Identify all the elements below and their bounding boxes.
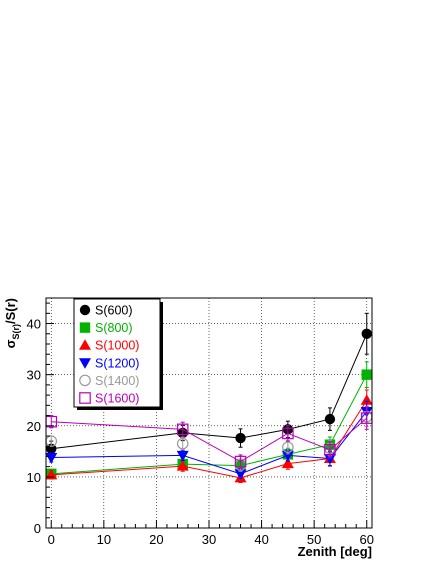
x-tick-label: 60 (360, 532, 374, 547)
data-point (282, 427, 294, 440)
x-tick-label: 0 (48, 532, 55, 547)
series-line (51, 333, 368, 450)
y-axis-title: σS(r)/S(r) (3, 298, 21, 348)
legend-marker (79, 358, 91, 369)
data-point (176, 423, 189, 436)
x-axis-title: Zenith [deg] (298, 544, 372, 559)
legend-box (73, 298, 161, 408)
data-point (281, 450, 294, 462)
x-tick-label: 20 (149, 532, 163, 547)
data-point (176, 460, 189, 471)
x-tick-label: 50 (307, 532, 321, 547)
data-point (324, 413, 336, 425)
legend-label: S(600) (95, 304, 133, 318)
series-line (51, 411, 368, 475)
x-tick-label: 40 (254, 532, 268, 547)
data-point (324, 444, 336, 456)
x-tick-label: 10 (97, 532, 111, 547)
data-point (361, 369, 372, 380)
series-line (51, 374, 368, 475)
legend-marker (79, 339, 91, 350)
axis-ticks: 0 10 20 30 40 50 60 0 10 20 30 40 (27, 302, 374, 547)
legend-marker (79, 392, 91, 404)
legend-label: S(1200) (95, 356, 139, 370)
legend-marker (79, 374, 91, 387)
y-axis-title-main: σ (3, 339, 18, 348)
legend-marker (79, 304, 91, 316)
data-point (176, 450, 189, 462)
x-tick-label: 30 (202, 532, 216, 547)
data-point (323, 453, 336, 465)
data-point (234, 469, 247, 480)
data-point (234, 455, 247, 468)
series-line (51, 417, 368, 463)
data-point (176, 437, 189, 450)
legend: S(600) S(800) S(1000) S(1200) S(1400) S(1600) (73, 298, 163, 410)
series-line (51, 399, 368, 479)
legend-label: S(1000) (95, 339, 139, 353)
y-axis-title-sub: S(r) (11, 324, 21, 340)
legend-label: S(1400) (95, 374, 139, 388)
legend-label: S(1600) (95, 392, 139, 406)
y-tick-label: 40 (27, 317, 41, 332)
y-tick-label: 30 (27, 368, 41, 383)
legend-marker (79, 322, 91, 333)
data-point (282, 441, 294, 454)
y-tick-label: 10 (27, 470, 41, 485)
data-point (360, 394, 373, 405)
y-tick-label: 0 (34, 521, 41, 536)
data-point (235, 432, 246, 444)
y-tick-label: 20 (27, 419, 41, 434)
series-S(1200) (45, 400, 373, 480)
data-point (361, 328, 372, 339)
y-axis-title-rest: /S(r) (3, 298, 18, 324)
data-point (281, 457, 294, 469)
series-S(1600) (45, 406, 373, 469)
data-point (45, 452, 58, 464)
legend-label: S(800) (95, 321, 133, 335)
